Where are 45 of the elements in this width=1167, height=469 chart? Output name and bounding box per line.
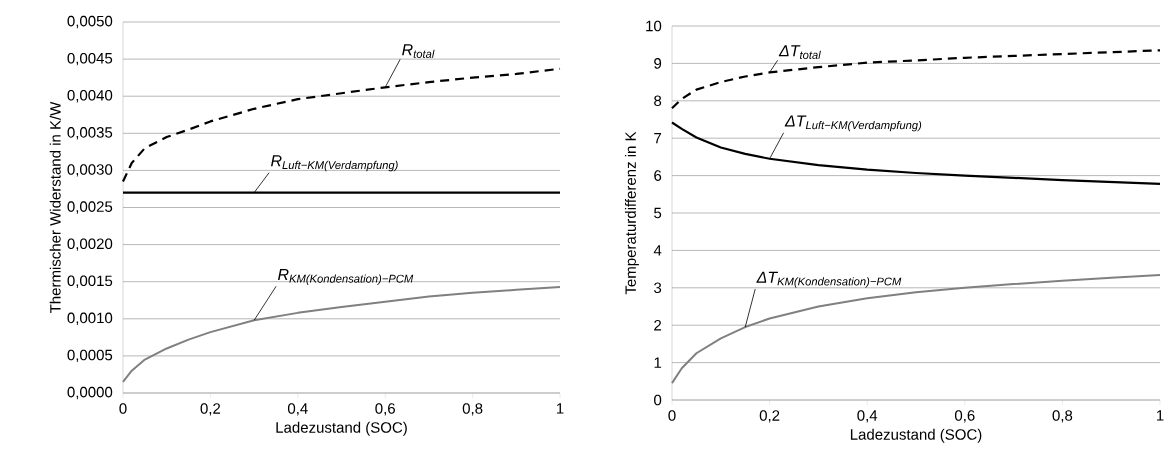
x-tick-label: 0,2 (200, 403, 221, 416)
y-tick-label: 10 (646, 20, 662, 32)
x-tick-label: 1 (556, 403, 564, 414)
y-tick-label: 0,0010 (67, 312, 113, 325)
y-tick-label: 0,0040 (67, 90, 113, 103)
y-tick-label: 8 (654, 95, 662, 107)
y-tick-label: 0,0020 (67, 238, 113, 251)
x-tick-label: 0,6 (954, 410, 975, 423)
x-tick-label: 1 (1156, 410, 1164, 421)
x-tick-label: 0,8 (1052, 410, 1073, 423)
x-tick-label: 0,4 (287, 403, 308, 416)
y-tick-label: 0,0005 (67, 349, 113, 363)
x-tick-label: 0,8 (462, 403, 483, 416)
x-tick-label: 0,6 (375, 403, 395, 416)
y-tick-label: 6 (654, 170, 662, 181)
y-tick-label: 7 (654, 133, 662, 144)
text: $\text{\itshape ΔT}_{\text{\itshape Luft−KM(Verdampfung)}}$ (784, 115, 922, 132)
y-tick-label: 9 (654, 58, 662, 69)
y-tick-label: 0,0030 (67, 164, 113, 177)
y-tick-label: 3 (654, 282, 662, 294)
line-series (122, 285, 562, 383)
x-axis-title: Ladezustand (SOC) (276, 421, 407, 436)
y-tick-label: 0,0025 (67, 201, 113, 214)
text: $\text{\itshape R}_{\text{\itshape total}}$ (402, 44, 435, 58)
x-axis-title: Ladezustand (SOC) (850, 428, 982, 443)
x-tick-label: 0,4 (857, 410, 878, 423)
y-tick-label: 2 (654, 319, 662, 331)
x-tick-label: 0 (119, 403, 127, 414)
y-axis-title: Temperaturdifferenz in K (624, 131, 639, 295)
y-tick-label: 0,0050 (67, 15, 113, 29)
series-label: $\text{\itshape R}_{\text{\itshape KM(Kondensation)−PCM}}$ (277, 268, 414, 285)
series-label: $\text{\itshape ΔT}_{\text{\itshape total}}$ (778, 45, 821, 59)
x-tick-label: 0 (668, 410, 676, 421)
y-tick-label: 0,0000 (67, 386, 113, 400)
y-tick-label: 1 (654, 357, 662, 368)
x-tick-label: 0,2 (759, 410, 780, 423)
text: $\text{\itshape R}_{\text{\itshape Luft−KM(Verdampfung)}}$ (270, 155, 398, 172)
y-tick-label: 4 (653, 245, 662, 256)
y-tick-label: 0,0035 (67, 127, 113, 140)
y-tick-label: 5 (654, 207, 662, 219)
y-axis-title: Thermischer Widerstand in K/W (49, 101, 61, 314)
y-tick-label: 0 (654, 394, 662, 406)
series-label: $\text{\itshape ΔT}_{\text{\itshape KM(Kondensation)−PCM}}$ (756, 271, 902, 288)
y-tick-label: 0,0045 (67, 52, 113, 66)
y-tick-label: 0,0015 (67, 275, 113, 288)
